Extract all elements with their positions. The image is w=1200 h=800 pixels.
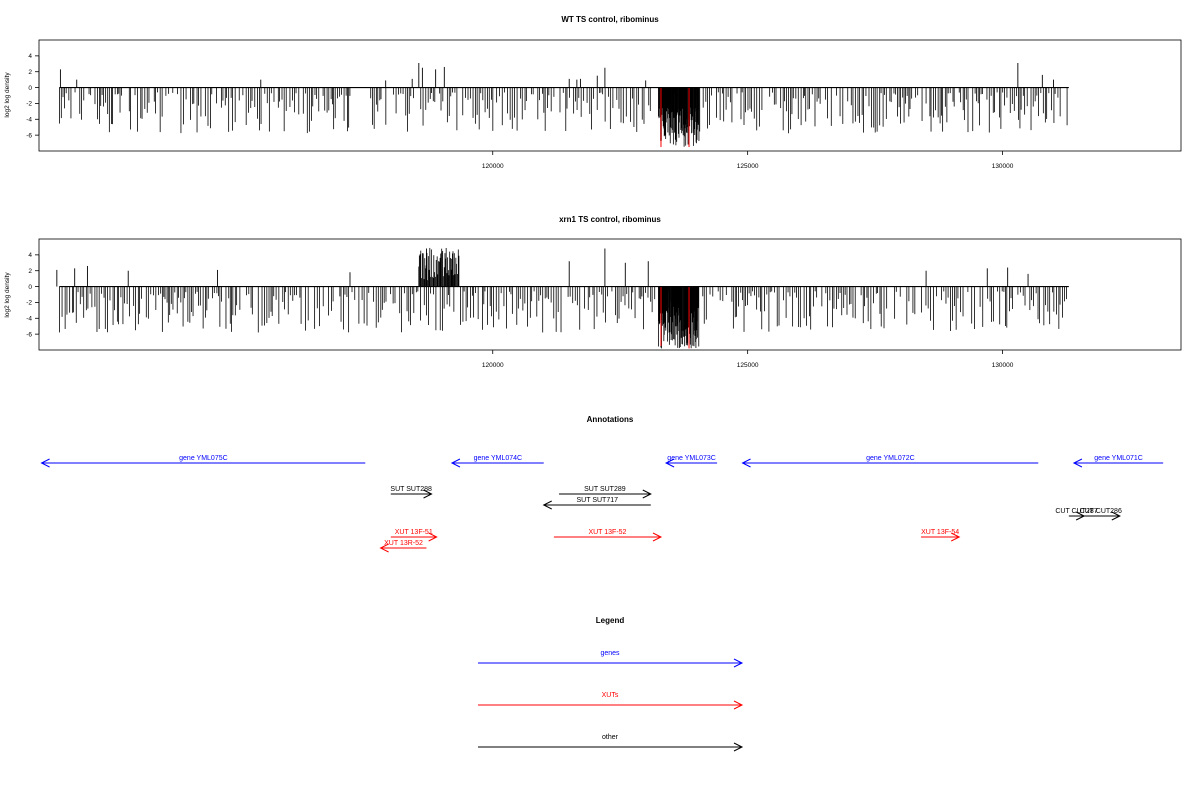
annotation-arrowhead xyxy=(664,458,675,468)
legend-item: genes xyxy=(478,650,744,668)
annotation-feature: CUT CUT286 xyxy=(1080,508,1122,521)
annotation-label: gene YML072C xyxy=(866,455,915,462)
wt-y-tick-label: 4 xyxy=(28,53,32,60)
xrn1-density-panel: xrn1 TS control, ribominus log2 log dens… xyxy=(4,215,1182,369)
xrn1-x-tick-label: 130000 xyxy=(992,362,1014,369)
annotation-arrowhead xyxy=(1072,458,1083,468)
wt-x-tick-label: 130000 xyxy=(992,163,1014,170)
wt-panel-title: WT TS control, ribominus xyxy=(561,15,659,24)
annotation-arrowhead xyxy=(423,489,433,499)
legend-label: other xyxy=(602,734,619,741)
legend-item: other xyxy=(478,734,744,752)
annotation-arrowhead xyxy=(40,458,50,468)
legend-label: genes xyxy=(600,650,620,657)
xrn1-panel-title: xrn1 TS control, ribominus xyxy=(559,215,661,224)
annotation-arrowhead xyxy=(379,543,389,553)
legend-arrowhead xyxy=(733,658,744,668)
wt-y-axis-label: log2 log density xyxy=(4,72,11,118)
annotation-arrowhead xyxy=(450,458,461,468)
annotation-feature: XUT 13F-52 xyxy=(553,529,663,542)
wt-y-tick-label: -4 xyxy=(26,117,32,124)
xrn1-y-tick-label: -4 xyxy=(26,316,32,323)
xrn1-y-tick-label: -2 xyxy=(26,300,32,307)
annotation-arrowhead xyxy=(428,532,438,542)
annotation-tracks: gene YML075C gene YML074C gene YML073C gene… xyxy=(40,455,1164,553)
annotation-label: CUT CUT287 xyxy=(1055,508,1097,515)
annotation-feature: gene YML072C xyxy=(741,455,1039,468)
wt-y-tick-label: 0 xyxy=(28,85,32,92)
wt-x-tick-label: 120000 xyxy=(482,163,504,170)
annotation-arrowhead xyxy=(652,532,663,542)
xrn1-y-tick-label: 2 xyxy=(28,268,32,275)
xrn1-bars xyxy=(56,247,1067,349)
annotation-feature: SUT SUT717 xyxy=(542,497,651,510)
wt-y-tick-label: -2 xyxy=(26,101,32,108)
annotation-label: SUT SUT288 xyxy=(390,486,432,493)
annotation-label: XUT 13R-52 xyxy=(384,540,423,547)
xrn1-axes: 4 2 0 -2 -4 -6 120000 125000 130000 xyxy=(26,252,1069,369)
annotation-feature: XUT 13R-52 xyxy=(379,540,427,553)
wt-axes: 4 2 0 -2 -4 -6 120000 125000 130000 xyxy=(26,53,1069,170)
annotation-label: XUT 13F-52 xyxy=(588,529,626,536)
annotation-arrowhead xyxy=(951,532,961,542)
wt-x-tick-label: 125000 xyxy=(737,163,759,170)
annotation-label: SUT SUT717 xyxy=(577,497,619,504)
wt-density-panel: WT TS control, ribominus log2 log densit… xyxy=(4,15,1182,170)
legend-label: XUTs xyxy=(602,692,619,699)
xrn1-x-tick-label: 120000 xyxy=(482,362,504,369)
annotation-feature: gene YML071C xyxy=(1072,455,1164,468)
annotation-feature: gene YML074C xyxy=(450,455,544,468)
legend-arrowhead xyxy=(733,742,744,752)
annotation-feature: gene YML073C xyxy=(664,455,718,468)
legend-title: Legend xyxy=(596,616,625,625)
annotation-label: gene YML075C xyxy=(179,455,228,462)
annotation-feature: XUT 13F-51 xyxy=(390,529,438,542)
annotation-feature: XUT 13F-54 xyxy=(920,529,961,542)
annotation-feature: SUT SUT289 xyxy=(559,486,652,499)
annotation-label: CUT CUT286 xyxy=(1080,508,1122,515)
legend-arrowhead xyxy=(733,700,744,710)
legend: genes XUTs other xyxy=(478,650,744,752)
annotations-title: Annotations xyxy=(587,415,634,424)
annotation-arrowhead xyxy=(642,489,652,499)
annotation-feature: gene YML075C xyxy=(40,455,366,468)
annotation-arrowhead xyxy=(1111,511,1121,521)
annotation-label: gene YML071C xyxy=(1094,455,1143,462)
wt-bars xyxy=(58,62,1068,148)
annotation-label: XUT 13F-51 xyxy=(395,529,433,536)
xrn1-y-axis-label: log2 log density xyxy=(4,272,11,318)
annotation-feature: SUT SUT288 xyxy=(390,486,433,499)
xrn1-y-tick-label: 0 xyxy=(28,284,32,291)
annotation-arrowhead xyxy=(542,500,552,510)
xrn1-y-tick-label: 4 xyxy=(28,252,32,259)
legend-item: XUTs xyxy=(478,692,744,710)
xrn1-y-tick-label: -6 xyxy=(26,331,32,338)
annotation-arrowhead xyxy=(741,458,751,468)
annotation-label: gene YML073C xyxy=(667,455,716,462)
annotation-label: SUT SUT289 xyxy=(584,486,626,493)
wt-y-tick-label: -6 xyxy=(26,132,32,139)
wt-y-tick-label: 2 xyxy=(28,69,32,76)
xrn1-x-tick-label: 125000 xyxy=(737,362,759,369)
annotation-label: gene YML074C xyxy=(474,455,523,462)
annotation-label: XUT 13F-54 xyxy=(921,529,959,536)
